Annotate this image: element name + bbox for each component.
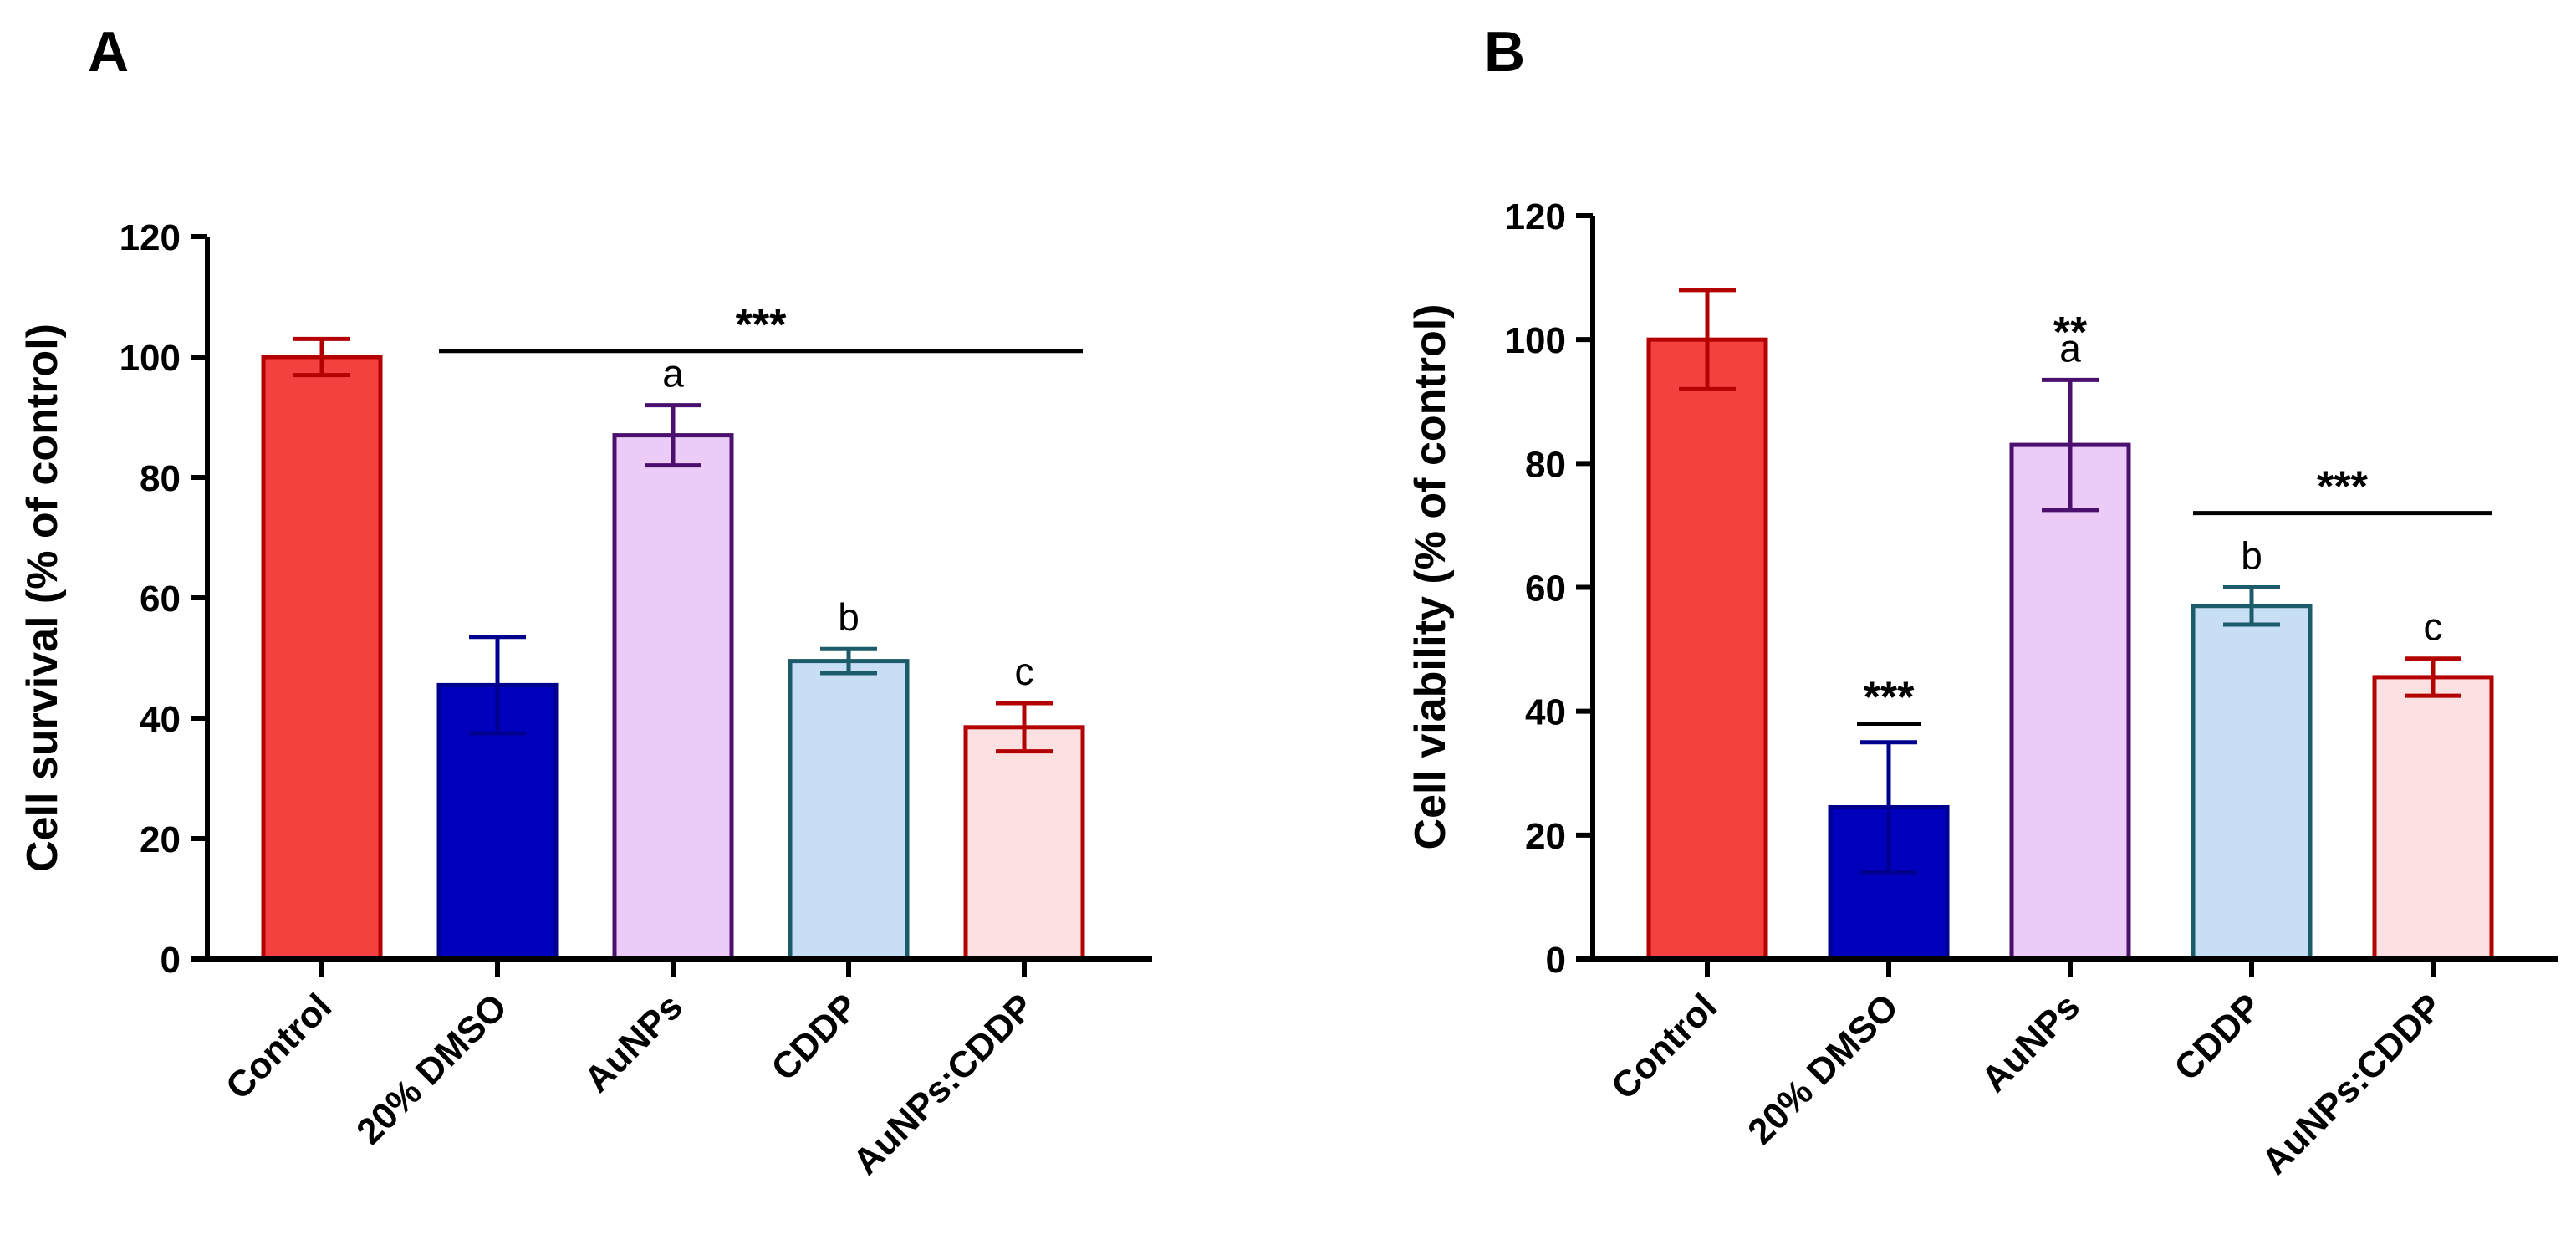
x-tick-label: Control	[218, 986, 339, 1107]
x-tick-label: AuNPs	[576, 986, 691, 1100]
bar-cddp	[2191, 604, 2313, 962]
y-tick-label: 80	[1525, 444, 1566, 485]
y-tick-label: 60	[1525, 569, 1566, 610]
y-tick-label: 120	[120, 217, 181, 258]
y-tick-label: 20	[1525, 816, 1566, 857]
panel-letter-a: A	[88, 20, 129, 84]
bar-aunps	[2009, 442, 2131, 962]
y-axis-label-b: Cell viability (% of control)	[1406, 304, 1455, 850]
y-tick-label: 80	[140, 458, 181, 499]
y-tick-label: 40	[1525, 692, 1566, 733]
significance-letter: a	[2059, 326, 2081, 370]
significance-letter: c	[1015, 650, 1034, 693]
significance-stars: **	[2053, 309, 2088, 357]
bar-control	[261, 355, 383, 962]
y-tick-label: 120	[1505, 196, 1566, 237]
plot-area-a: 0 20 40 60 80 100 120 Control 20% DMSO AuNPs CDDPA…	[120, 217, 1152, 1183]
significance-letter: c	[2424, 605, 2443, 649]
significance-stars: ***	[736, 301, 787, 349]
bar-aunps-cddp	[2372, 675, 2494, 962]
y-axis-label-a: Cell survival (% of control)	[18, 324, 67, 872]
y-tick-label: 100	[120, 338, 181, 379]
x-tick-label: AuNPs	[1973, 986, 2088, 1100]
y-tick-label: 20	[140, 819, 181, 860]
x-tick-label: AuNPs:CDDP	[845, 986, 1042, 1182]
significance-letter: b	[838, 595, 860, 639]
y-tick-label: 40	[140, 699, 181, 740]
x-tick-label: AuNPs:CDDP	[2254, 986, 2451, 1182]
bar-cddp	[788, 659, 910, 962]
y-tick-label: 0	[1546, 940, 1566, 981]
panel-b: B Cell viability (% of control) 0 20 40 60 8…	[1406, 20, 2558, 1183]
bar-control	[1646, 337, 1768, 962]
panel-letter-b: B	[1484, 20, 1525, 84]
x-tick-label: CDDP	[763, 986, 866, 1089]
y-tick-label: 0	[161, 940, 181, 981]
significance-stars: ***	[2317, 463, 2368, 512]
bar-aunps	[612, 433, 734, 962]
y-tick-label: 60	[140, 579, 181, 620]
plot-area-b: 0 20 40 60 80 100 120 Control 20% DMSO AuNPs CDDPA…	[1505, 196, 2558, 1183]
x-tick-label: CDDP	[2166, 986, 2269, 1089]
x-tick-label: 20% DMSO	[349, 986, 515, 1152]
bar-aunps-cddp	[963, 725, 1085, 962]
significance-letter: a	[662, 352, 684, 395]
y-tick-label: 100	[1505, 320, 1566, 361]
panel-a: A Cell survival (% of control) 0 20 40 60 80…	[18, 20, 1152, 1183]
significance-stars: ***	[1864, 673, 1915, 722]
x-tick-label: Control	[1604, 986, 1725, 1107]
x-tick-label: 20% DMSO	[1740, 986, 1906, 1152]
significance-letter: b	[2241, 534, 2262, 578]
